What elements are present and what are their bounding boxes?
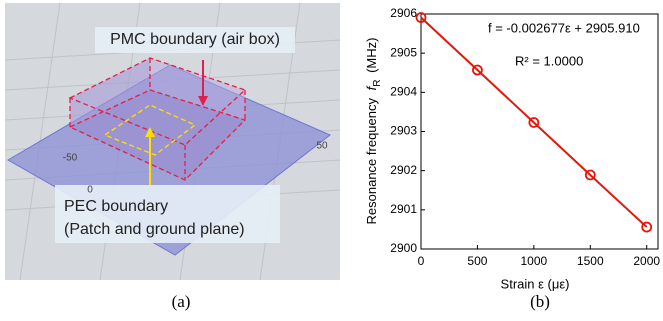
x-tick-label: 2000 (633, 254, 660, 268)
data-line (421, 18, 647, 228)
x-axis-label: Strain ε (με) (501, 276, 570, 291)
page: {"panel_a": {"labels": ["PMC boundary (a… (0, 0, 663, 321)
y-tick-label: 2902 (390, 163, 417, 177)
annotation: PEC boundary (64, 198, 168, 215)
annotation: f = -0.002677ε + 2905.910 (488, 20, 640, 35)
y-tick-label: 2901 (390, 202, 417, 216)
annotation: R² = 1.0000 (515, 53, 583, 68)
y-label-part: (MHz) (364, 38, 379, 73)
y-tick-label: 2905 (390, 45, 417, 59)
axis-number: 50 (316, 141, 328, 152)
x-tick-label: 1500 (577, 254, 604, 268)
annotation: (Patch and ground plane) (64, 221, 245, 238)
y-tick-label: 2906 (390, 6, 417, 20)
x-tick-label: 500 (467, 254, 487, 268)
caption: (b) (530, 292, 550, 311)
figure: PMC boundary (air box) PEC boundary (Pat… (0, 0, 663, 321)
x-tick-label: 0 (418, 254, 425, 268)
y-axis-label: Resonance frequency fR (MHz) (364, 38, 383, 225)
y-tick-label: 2900 (390, 241, 417, 255)
y-tick-label: 2904 (390, 85, 417, 99)
y-label-part: Resonance frequency (364, 98, 379, 225)
annotation: PMC boundary (air box) (110, 31, 280, 48)
caption: (a) (172, 292, 191, 311)
x-tick-label: 1000 (521, 254, 548, 268)
y-tick-label: 2903 (390, 124, 417, 138)
y-label-part: R (372, 80, 383, 87)
axis-number: 0 (87, 185, 93, 196)
axis-number: -50 (63, 153, 78, 164)
